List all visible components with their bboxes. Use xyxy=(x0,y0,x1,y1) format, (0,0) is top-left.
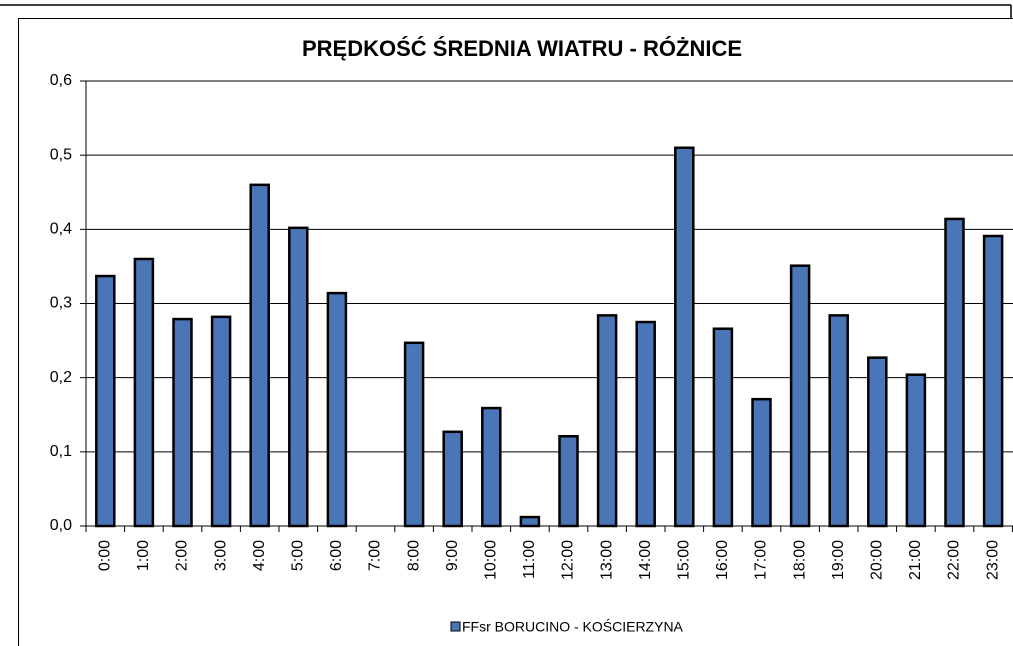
x-tick-label: 9:00 xyxy=(444,540,461,571)
x-tick-label: 4:00 xyxy=(251,540,268,571)
x-tick-label: 6:00 xyxy=(328,540,345,571)
x-tick-label: 13:00 xyxy=(598,540,615,580)
bar xyxy=(712,327,734,528)
x-tick-label: 7:00 xyxy=(367,540,384,571)
x-tick-label: 3:00 xyxy=(212,540,229,571)
bar xyxy=(481,406,502,528)
y-tick-label: 0,0 xyxy=(50,517,72,534)
bar xyxy=(288,226,309,528)
x-tick-label: 10:00 xyxy=(483,540,500,580)
bar xyxy=(982,234,1004,528)
bar xyxy=(326,291,348,528)
y-tick-label: 0,6 xyxy=(50,72,72,89)
bar xyxy=(789,264,811,528)
bar xyxy=(596,314,618,528)
bar xyxy=(519,515,541,528)
bar xyxy=(403,341,425,528)
x-tick-label: 18:00 xyxy=(791,540,808,580)
chart-border xyxy=(18,18,1013,646)
y-tick-label: 0,3 xyxy=(50,295,72,312)
legend-label: FFsr BORUCINO - KOŚCIERZYNA xyxy=(462,618,684,635)
bar xyxy=(210,315,232,528)
bar xyxy=(442,430,463,528)
x-tick-label: 15:00 xyxy=(676,540,693,580)
x-tick-label: 22:00 xyxy=(946,540,963,580)
x-tick-label: 23:00 xyxy=(984,540,1001,580)
legend-swatch xyxy=(450,621,461,632)
x-tick-label: 16:00 xyxy=(714,540,731,580)
bar xyxy=(867,356,888,528)
x-tick-label: 12:00 xyxy=(560,540,577,580)
x-tick-label: 19:00 xyxy=(830,540,847,580)
x-tick-label: 8:00 xyxy=(405,540,422,571)
bar xyxy=(249,183,270,528)
bar xyxy=(905,373,927,528)
bar xyxy=(635,320,656,528)
bar xyxy=(172,317,193,528)
x-tick-label: 21:00 xyxy=(907,540,924,580)
x-tick-label: 5:00 xyxy=(290,540,307,571)
bar xyxy=(751,397,772,528)
x-tick-label: 0:00 xyxy=(97,540,114,571)
bar xyxy=(944,217,965,528)
chart-title: PRĘDKOŚĆ ŚREDNIA WIATRU - RÓŻNICE xyxy=(302,36,742,61)
x-tick-label: 14:00 xyxy=(637,540,654,580)
x-tick-label: 11:00 xyxy=(521,540,538,579)
bar xyxy=(95,274,116,528)
y-tick-label: 0,1 xyxy=(50,443,72,460)
x-tick-label: 20:00 xyxy=(869,540,886,580)
bar xyxy=(828,314,849,528)
bar xyxy=(674,146,695,528)
bar xyxy=(133,257,155,528)
x-tick-label: 1:00 xyxy=(135,540,152,571)
bar xyxy=(558,435,579,528)
y-tick-label: 0,5 xyxy=(50,146,72,163)
x-tick-label: 2:00 xyxy=(174,540,191,571)
y-tick-label: 0,4 xyxy=(50,221,72,238)
x-tick-label: 17:00 xyxy=(753,540,770,580)
y-tick-label: 0,2 xyxy=(50,369,72,386)
